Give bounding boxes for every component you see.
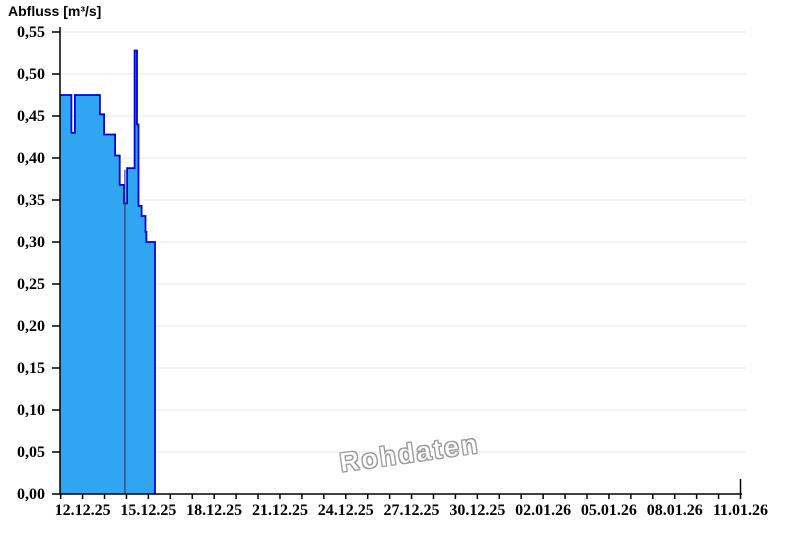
y-tick-label: 0,15	[17, 360, 45, 377]
x-tick-label: 02.01.26	[515, 502, 571, 519]
y-tick-label: 0,50	[17, 66, 45, 83]
x-tick-label: 08.01.26	[647, 502, 703, 519]
x-tick-label: 30.12.25	[449, 502, 505, 519]
discharge-area-border	[60, 49, 156, 494]
x-tick-label: 27.12.25	[384, 502, 440, 519]
x-tick-label: 05.01.26	[581, 502, 637, 519]
y-tick-label: 0,05	[17, 444, 45, 461]
y-tick-label: 0,00	[17, 486, 45, 503]
x-tick-label: 12.12.25	[55, 502, 111, 519]
y-tick-label: 0,30	[17, 234, 45, 251]
y-tick-label: 0,40	[17, 150, 45, 167]
y-tick-label: 0,55	[17, 24, 45, 41]
x-tick-label: 18.12.25	[186, 502, 242, 519]
x-tick-label: 24.12.25	[318, 502, 374, 519]
x-tick-label: 21.12.25	[252, 502, 308, 519]
y-tick-label: 0,45	[17, 108, 45, 125]
chart-title: Abfluss [m³/s]	[8, 3, 102, 19]
y-tick-label: 0,10	[17, 402, 45, 419]
x-tick-label: 11.01.26	[713, 502, 768, 519]
y-tick-label: 0,20	[17, 318, 45, 335]
x-tick-label: 15.12.25	[120, 502, 176, 519]
y-tick-label: 0,25	[17, 276, 45, 293]
discharge-area-fill	[60, 50, 155, 494]
y-tick-label: 0,35	[17, 192, 45, 209]
